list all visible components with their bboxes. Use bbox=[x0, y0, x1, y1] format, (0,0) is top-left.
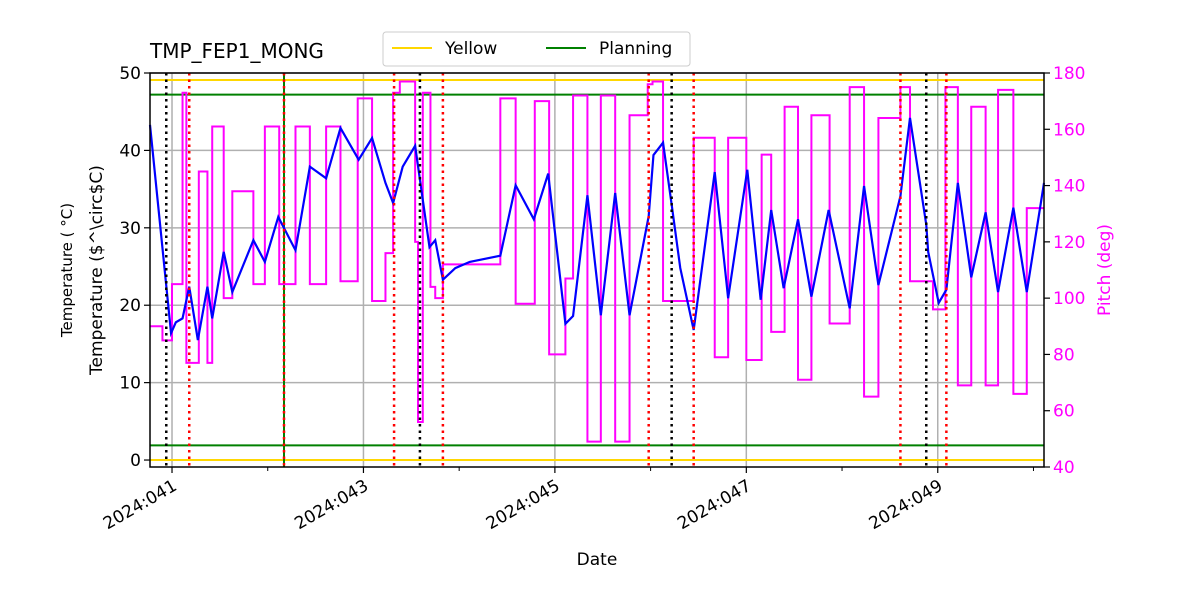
y2-tick-label: 80 bbox=[1053, 345, 1075, 365]
x-axis-label: Date bbox=[577, 550, 618, 570]
x-tick-label: 2024:047 bbox=[674, 476, 755, 534]
x-tick-label: 2024:049 bbox=[866, 476, 947, 534]
x-tick-label: 2024:043 bbox=[291, 476, 372, 534]
y-tick-label: 40 bbox=[119, 141, 141, 161]
y-tick-label: 30 bbox=[119, 219, 141, 239]
temperature-series-line bbox=[148, 117, 1046, 341]
y2-tick-label: 40 bbox=[1053, 458, 1075, 478]
legend-box bbox=[382, 31, 691, 67]
x-tick-label: 2024:041 bbox=[100, 476, 181, 534]
y2-tick-label: 60 bbox=[1053, 402, 1075, 422]
y-axis-label: Temperature ($^\circ$C) bbox=[87, 165, 107, 376]
pitch-series-line bbox=[150, 80, 1044, 443]
plot-frame bbox=[149, 72, 1045, 468]
legend-label-yellow: Yellow bbox=[444, 39, 497, 59]
y2-tick-label: 140 bbox=[1053, 177, 1085, 197]
y-tick-label: 20 bbox=[119, 296, 141, 316]
y2-axis-label: Pitch (deg) bbox=[1095, 224, 1115, 316]
y2-tick-label: 180 bbox=[1053, 64, 1085, 84]
legend-label-planning: Planning bbox=[599, 39, 672, 59]
y-tick-label: 50 bbox=[119, 64, 141, 84]
y2-tick-label: 160 bbox=[1053, 120, 1085, 140]
y-axis-label-rendered: Temperature ( °C) bbox=[58, 203, 76, 338]
y-tick-label: 0 bbox=[130, 451, 141, 471]
y2-tick-label: 120 bbox=[1053, 233, 1085, 253]
y-tick-label: 10 bbox=[119, 374, 141, 394]
y2-tick-label: 100 bbox=[1053, 289, 1085, 309]
legend: Yellow Planning bbox=[382, 31, 691, 67]
x-tick-label: 2024:045 bbox=[483, 476, 564, 534]
chart-title: TMP_FEP1_MONG bbox=[149, 39, 324, 63]
